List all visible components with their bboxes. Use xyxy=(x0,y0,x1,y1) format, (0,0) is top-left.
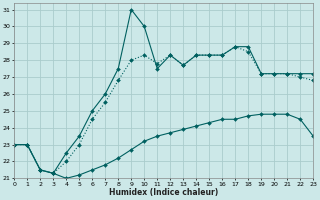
X-axis label: Humidex (Indice chaleur): Humidex (Indice chaleur) xyxy=(109,188,218,197)
